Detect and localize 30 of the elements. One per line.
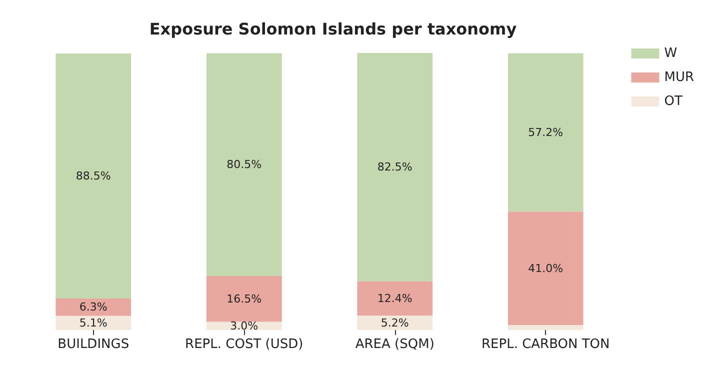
- data-label: 57.2%: [528, 126, 564, 139]
- data-label: 80.5%: [226, 158, 262, 172]
- x-tick-label: AREA (SQM): [355, 337, 434, 352]
- data-label: 41.0%: [528, 262, 564, 275]
- legend-label: OT: [664, 94, 682, 109]
- bar: [508, 325, 584, 330]
- data-label: 6.3%: [79, 300, 108, 314]
- bar: [508, 212, 584, 326]
- data-label: 16.5%: [226, 292, 262, 306]
- bar: [206, 53, 282, 276]
- x-tick-label: REPL. COST (USD): [185, 337, 304, 352]
- x-tick-label: REPL. CARBON TON: [481, 337, 610, 352]
- legend-label: MUR: [664, 70, 694, 85]
- data-label: 5.2%: [380, 316, 409, 330]
- bar: [206, 276, 282, 322]
- data-label: 5.1%: [79, 316, 108, 330]
- data-label: 82.5%: [377, 160, 412, 174]
- legend-label: W: [664, 46, 678, 61]
- bar: [357, 281, 433, 316]
- bar: [357, 53, 433, 282]
- bar: [56, 54, 132, 298]
- bar: [357, 316, 433, 330]
- data-label: 12.4%: [377, 292, 412, 305]
- bar: [56, 298, 132, 316]
- x-tick-label: BUILDINGS: [58, 337, 130, 352]
- bar: [56, 316, 132, 330]
- bar: [508, 53, 584, 212]
- chart-title: Exposure Solomon Islands per taxonomy: [149, 20, 518, 38]
- data-label: 3.0%: [230, 319, 258, 332]
- data-label: 88.5%: [76, 170, 111, 183]
